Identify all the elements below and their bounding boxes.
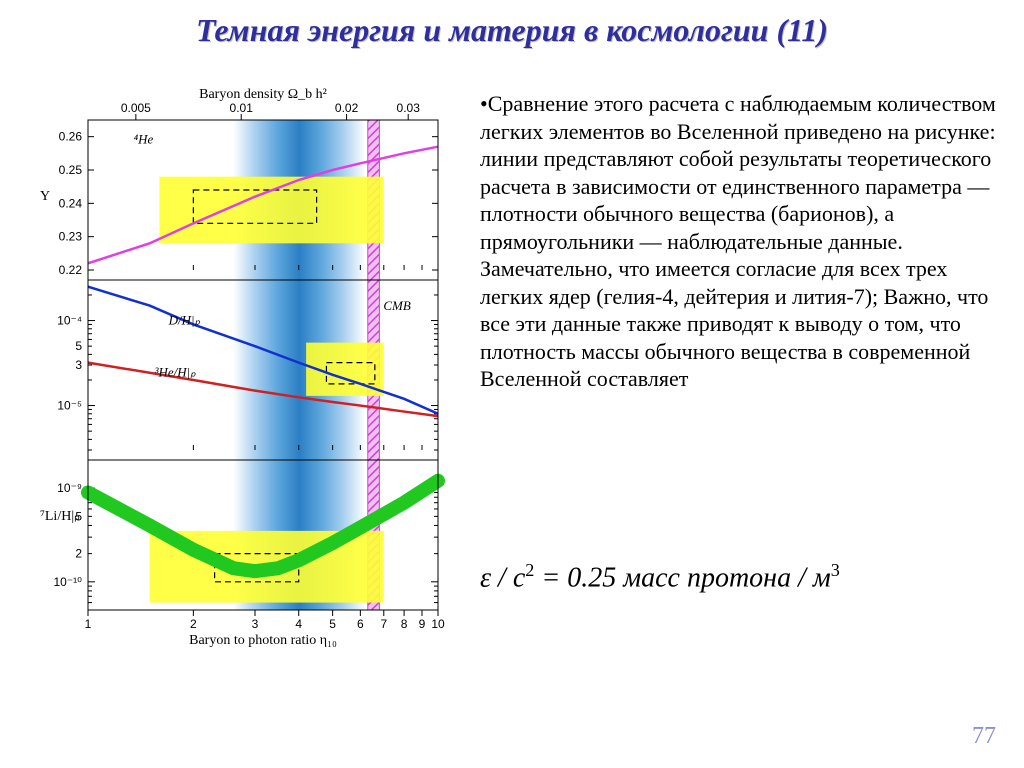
formula-exp1: 2 — [525, 560, 534, 580]
svg-text:5: 5 — [75, 339, 82, 353]
svg-text:0.25: 0.25 — [59, 163, 83, 177]
svg-text:1: 1 — [85, 617, 92, 631]
svg-text:3: 3 — [75, 358, 82, 372]
svg-text:0.03: 0.03 — [397, 101, 421, 115]
slide-title: Темная энергия и материя в космологии (1… — [0, 12, 1024, 49]
svg-text:Baryon to photon ratio η₁₀: Baryon to photon ratio η₁₀ — [189, 633, 337, 648]
svg-text:10⁻¹⁰: 10⁻¹⁰ — [54, 575, 83, 589]
svg-text:3: 3 — [252, 617, 259, 631]
svg-text:10⁻⁹: 10⁻⁹ — [57, 481, 82, 495]
formula-mid: = 0.25 масс протона / м — [534, 562, 830, 593]
svg-text:10: 10 — [431, 617, 445, 631]
formula: ε / c2 = 0.25 масс протона / м3 — [480, 560, 1010, 594]
svg-text:6: 6 — [357, 617, 364, 631]
formula-exp2: 3 — [831, 560, 840, 580]
svg-text:³He/H|ₚ: ³He/H|ₚ — [155, 364, 197, 379]
svg-text:7: 7 — [380, 617, 387, 631]
svg-text:CMB: CMB — [383, 298, 411, 313]
svg-text:Baryon density Ω_b h²: Baryon density Ω_b h² — [199, 87, 327, 102]
bbn-chart: Baryon density Ω_b h² 0.005 0.01 0.02 0.03 Ba… — [18, 80, 468, 650]
svg-text:10⁻⁴: 10⁻⁴ — [57, 314, 82, 328]
svg-text:9: 9 — [419, 617, 426, 631]
body-paragraph: •Сравнение этого расчета с наблюдаемым к… — [480, 90, 1010, 393]
svg-text:4: 4 — [295, 617, 302, 631]
svg-text:0.22: 0.22 — [59, 263, 83, 277]
svg-text:2: 2 — [190, 617, 197, 631]
svg-text:2: 2 — [75, 547, 82, 561]
svg-text:⁴He: ⁴He — [134, 131, 154, 146]
page-number: 77 — [972, 723, 996, 750]
svg-text:0.01: 0.01 — [230, 101, 254, 115]
formula-lhs: ε / c — [480, 562, 525, 593]
svg-text:D/H|ₚ: D/H|ₚ — [168, 312, 201, 327]
svg-text:0.23: 0.23 — [59, 230, 83, 244]
svg-text:8: 8 — [401, 617, 408, 631]
svg-text:5: 5 — [329, 617, 336, 631]
svg-text:Y: Y — [40, 189, 50, 204]
svg-text:⁷Li/H|ₚ: ⁷Li/H|ₚ — [40, 509, 80, 524]
svg-text:0.02: 0.02 — [335, 101, 359, 115]
svg-text:0.005: 0.005 — [121, 101, 151, 115]
svg-text:10⁻⁵: 10⁻⁵ — [57, 399, 82, 413]
bbn-chart-svg: Baryon density Ω_b h² 0.005 0.01 0.02 0.03 Ba… — [18, 80, 468, 650]
svg-text:0.24: 0.24 — [59, 196, 83, 210]
svg-text:0.26: 0.26 — [59, 130, 83, 144]
slide: Темная энергия и материя в космологии (1… — [0, 0, 1024, 768]
